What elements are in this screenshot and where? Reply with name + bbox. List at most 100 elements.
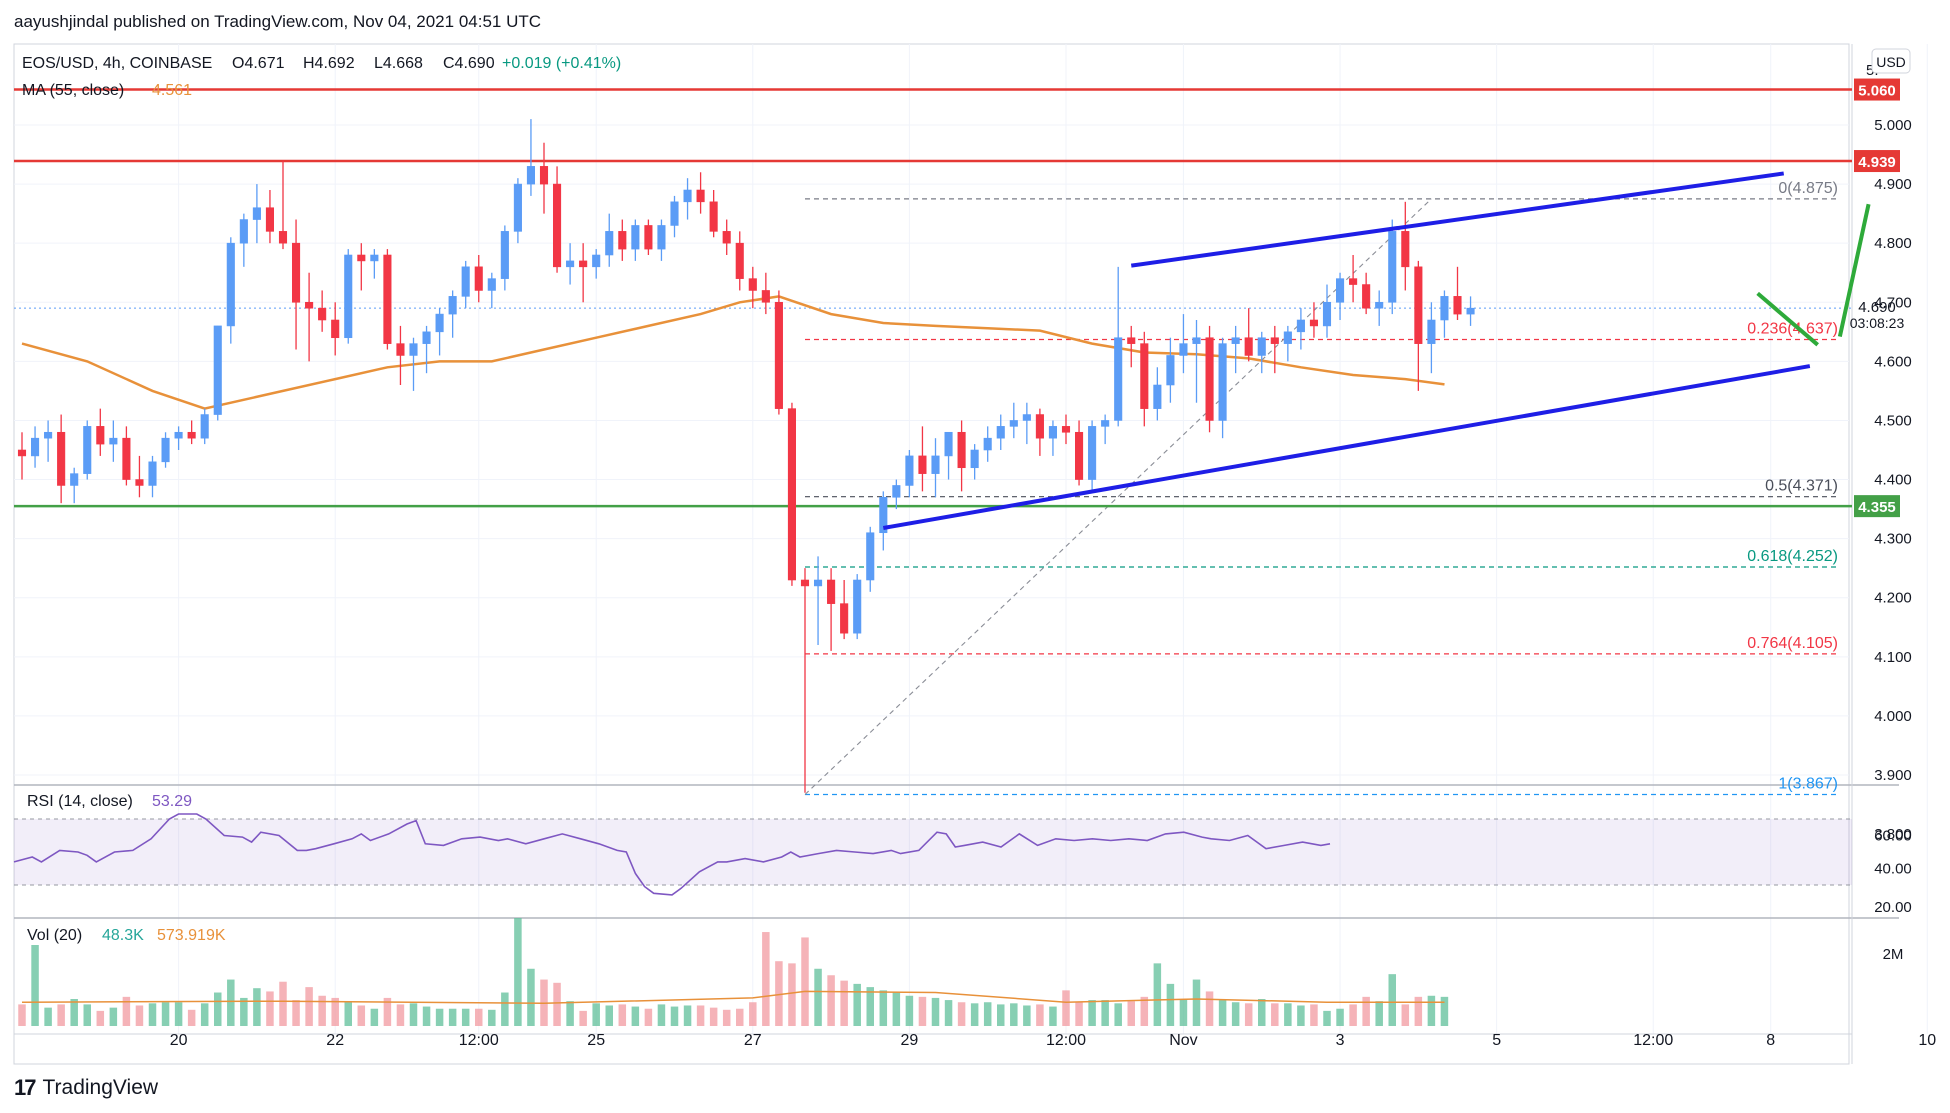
volume-bar	[370, 1008, 379, 1026]
legend-symbol: EOS/USD, 4h, COINBASE	[22, 55, 212, 72]
volume-bar	[409, 1003, 418, 1026]
last-price-tag	[1854, 296, 1900, 333]
volume-bar	[279, 981, 287, 1026]
volume-bar	[866, 987, 874, 1026]
volume-bar	[970, 1003, 979, 1026]
volume-bar	[1062, 990, 1070, 1026]
fib-level-label: 0(4.875)	[1778, 180, 1838, 197]
volume-bar	[670, 1006, 679, 1026]
volume-bar	[1349, 1004, 1357, 1026]
volume-bar	[579, 1010, 587, 1026]
candle-body	[644, 225, 653, 250]
level-price-label: 5.060	[1858, 83, 1896, 100]
vol-legend-value2: 573.919K	[157, 927, 226, 944]
candle-body	[161, 437, 170, 463]
candle-body	[1231, 337, 1240, 344]
candle-body	[761, 290, 770, 303]
volume-bar	[1336, 1008, 1344, 1026]
level-price-label: 4.939	[1858, 154, 1896, 171]
candle-body	[409, 343, 418, 356]
volume-bar	[1114, 1003, 1122, 1026]
time-tick-label: 25	[587, 1032, 605, 1049]
volume-bar	[70, 999, 78, 1026]
candle-body	[944, 431, 953, 457]
volume-bar	[44, 1007, 52, 1026]
fib-level-label: 0.618(4.252)	[1747, 548, 1838, 565]
volume-bar	[788, 963, 796, 1026]
legend-close: C4.690	[443, 55, 495, 72]
ma55-polyline	[21, 295, 1445, 410]
volume-bar	[736, 1008, 744, 1026]
candle-body	[683, 189, 692, 203]
price-tick-label: 4.000	[1874, 708, 1912, 725]
candle-body	[592, 254, 601, 268]
candle-body	[148, 461, 157, 486]
volume-bar	[161, 1002, 170, 1026]
price-tick-label: 4.200	[1874, 590, 1912, 607]
rsi-band	[14, 819, 1852, 885]
price-tick-label: 4.400	[1874, 472, 1912, 489]
volume-bar	[1375, 1001, 1383, 1026]
candle-body	[735, 242, 744, 279]
tradingview-logo[interactable]: 17 TradingView	[14, 1075, 158, 1101]
price-tick-label: 3.800	[1874, 826, 1912, 843]
ma-legend-value: 4.561	[152, 82, 192, 99]
volume-bar	[122, 996, 131, 1026]
candle-body	[1244, 337, 1253, 356]
candle-body	[500, 231, 509, 279]
candle-body	[1127, 337, 1136, 344]
candle-body	[265, 207, 275, 232]
volume-bar	[1362, 996, 1370, 1026]
candle-body	[318, 307, 327, 321]
candle-body	[1153, 384, 1162, 409]
volume-bar	[775, 961, 783, 1026]
candle-body	[135, 479, 144, 486]
candle-body	[696, 189, 705, 203]
volume-bar	[892, 992, 901, 1026]
fib-level-label: 1(3.867)	[1778, 776, 1838, 793]
candle-body	[1140, 343, 1149, 409]
volume-bar	[1323, 1010, 1331, 1026]
volume-bar	[1414, 996, 1423, 1026]
candle-body	[1061, 426, 1071, 433]
ma-legend-label: MA (55, close)	[22, 82, 124, 99]
volume-bar	[514, 918, 522, 1026]
volume-bar	[1140, 996, 1149, 1026]
volume-bar	[488, 1009, 496, 1026]
trend-drawings	[882, 171, 1871, 530]
volume-bar	[1205, 991, 1214, 1026]
currency-button[interactable]: USD	[1871, 48, 1911, 74]
level-price-tag	[1854, 495, 1900, 518]
volume-bar	[997, 1004, 1005, 1026]
price-tick-label: 4.300	[1874, 531, 1912, 548]
candle-body	[605, 231, 614, 256]
volume-bar	[18, 1004, 26, 1026]
candle-body	[1257, 337, 1266, 356]
volume-bar	[1284, 1003, 1292, 1026]
candle-body	[187, 431, 196, 439]
volume-bar	[683, 1005, 692, 1026]
candle-body	[709, 201, 718, 232]
price-tick-label: 4.500	[1874, 412, 1912, 429]
candle-body	[370, 254, 379, 262]
last-price-countdown: 03:08:23	[1850, 315, 1905, 331]
legend-low: L4.668	[374, 55, 423, 72]
volume-bar	[1075, 1002, 1083, 1026]
candle-body	[17, 449, 27, 457]
volume-bar	[1153, 963, 1162, 1026]
rsi-legend-value: 53.29	[152, 793, 192, 810]
candle-body	[813, 579, 823, 587]
time-tick-label: 20	[170, 1032, 188, 1049]
volume-bar	[253, 988, 261, 1026]
candle-body	[983, 437, 992, 451]
candle-body	[513, 183, 522, 232]
main-legend: EOS/USD, 4h, COINBASE O4.671 H4.692 L4.6…	[22, 55, 621, 99]
candle-body	[70, 473, 79, 486]
legend-high: H4.692	[303, 55, 355, 72]
volume-bar	[566, 1001, 574, 1026]
candle-body	[226, 242, 235, 327]
candle-body	[57, 431, 66, 486]
price-tick-label: 4.900	[1874, 176, 1912, 193]
candle-body	[1375, 301, 1384, 309]
